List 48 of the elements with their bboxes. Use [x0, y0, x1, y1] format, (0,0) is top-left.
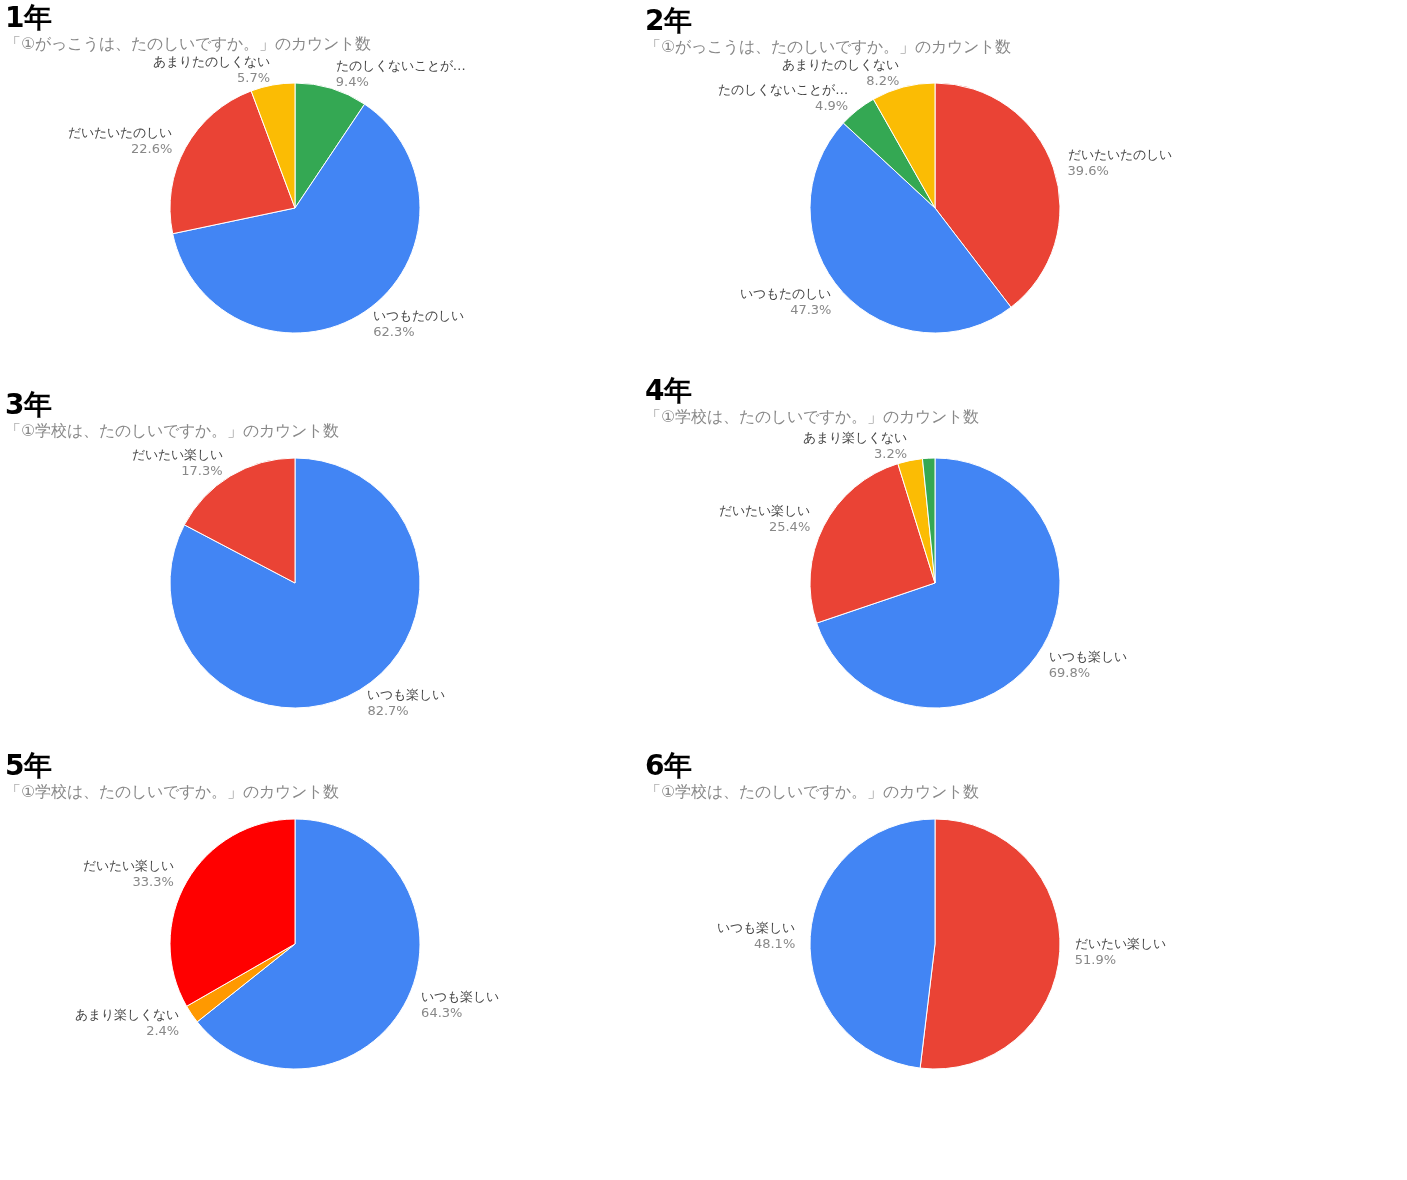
- data-label: 82.7%: [367, 702, 409, 718]
- chart-subtitle: 「①がっこうは、たのしいですか。」のカウント数: [5, 34, 372, 54]
- data-label: 3.2%: [874, 445, 908, 461]
- slice-label: だいたいたのしい: [68, 124, 173, 140]
- slice-label: いつもたのしい: [373, 308, 465, 324]
- data-label: 5.7%: [237, 70, 271, 86]
- data-label: 9.4%: [335, 74, 369, 90]
- slice-label: たのしくないことが…: [335, 58, 466, 74]
- slice-label: いつもたのしい: [740, 286, 832, 302]
- chart-title: 4年: [645, 374, 693, 408]
- chart-subtitle: 「①学校は、たのしいですか。」のカウント数: [645, 407, 980, 427]
- chart-subtitle: 「①学校は、たのしいですか。」のカウント数: [5, 421, 340, 440]
- slice-label: だいたい楽しい: [82, 857, 174, 873]
- slice-label: だいたい楽しい: [131, 447, 223, 463]
- data-label: 22.6%: [131, 140, 173, 156]
- slice-label: あまりたのしくない: [782, 56, 900, 72]
- chart-title: 5年: [5, 749, 53, 782]
- chart-subtitle: 「①学校は、たのしいですか。」のカウント数: [5, 782, 340, 801]
- data-label: 47.3%: [790, 302, 832, 318]
- data-label: 25.4%: [768, 519, 811, 535]
- slice-label: いつも楽しい: [367, 686, 446, 702]
- slice-label: いつも楽しい: [1048, 648, 1127, 664]
- data-label: 69.8%: [1048, 664, 1091, 680]
- slice-label: いつも楽しい: [421, 988, 500, 1004]
- slice-label: たのしくないことが…: [718, 82, 849, 98]
- data-label: 4.9%: [815, 98, 849, 114]
- chart-title: 2年: [645, 3, 693, 37]
- slice-label: いつも楽しい: [717, 919, 796, 935]
- slice-label: あまり楽しくない: [803, 429, 908, 445]
- data-label: 2.4%: [146, 1022, 180, 1038]
- chart-title: 1年: [5, 1, 53, 35]
- chart-title: 6年: [645, 749, 693, 782]
- data-label: 62.3%: [373, 324, 415, 340]
- data-label: 64.3%: [421, 1004, 463, 1020]
- data-label: 8.2%: [866, 72, 900, 88]
- data-label: 48.1%: [753, 935, 796, 951]
- slice-label: だいたい楽しい: [1074, 936, 1166, 952]
- slice-label: あまり楽しくない: [75, 1006, 180, 1022]
- data-label: 39.6%: [1067, 163, 1109, 179]
- slice-label: だいたい楽しい: [719, 503, 811, 519]
- slice-label: あまりたのしくない: [153, 54, 271, 70]
- chart-subtitle: 「①がっこうは、たのしいですか。」のカウント数: [645, 36, 1012, 56]
- slice-label: だいたいたのしい: [1067, 147, 1172, 163]
- chart-title: 3年: [5, 388, 53, 421]
- data-label: 17.3%: [181, 463, 223, 479]
- chart-subtitle: 「①学校は、たのしいですか。」のカウント数: [645, 782, 980, 801]
- data-label: 51.9%: [1074, 952, 1117, 968]
- data-label: 33.3%: [132, 873, 174, 889]
